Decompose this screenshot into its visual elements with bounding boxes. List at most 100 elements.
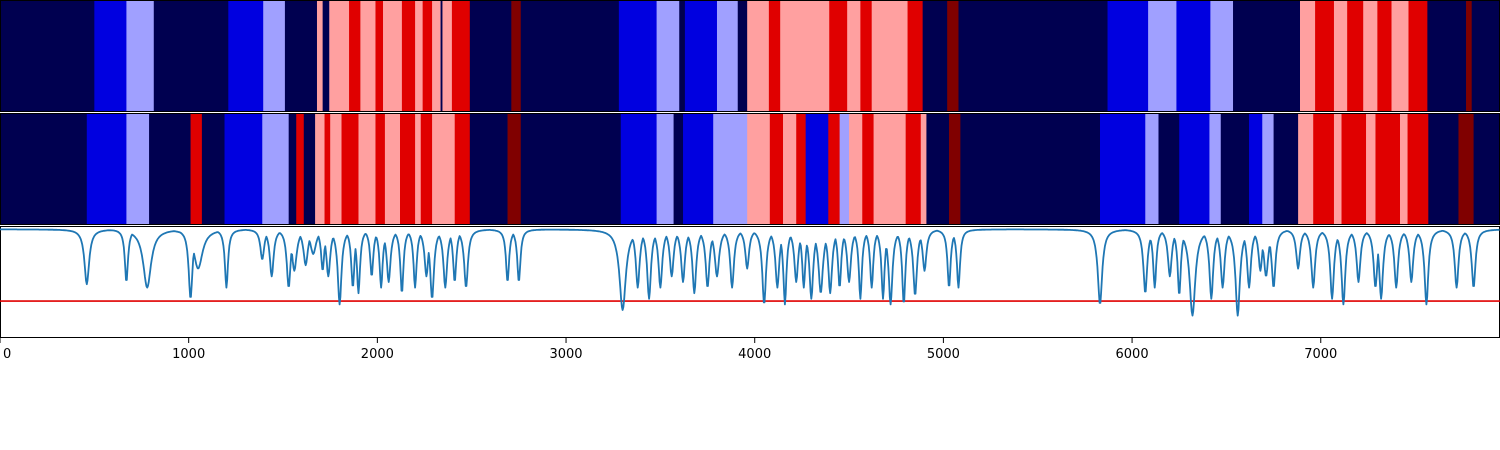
segment-1-32 — [769, 113, 784, 225]
segment-0-38 — [922, 0, 948, 112]
segment-0-52 — [1391, 0, 1409, 112]
segment-1-64 — [1458, 113, 1474, 225]
segment-0-27 — [684, 0, 718, 112]
segment-0-8 — [322, 0, 330, 112]
segment-1-51 — [1220, 113, 1250, 225]
segment-1-46 — [1100, 113, 1146, 225]
segment-1-31 — [747, 113, 771, 225]
segment-0-34 — [847, 0, 861, 112]
segment-0-15 — [415, 0, 424, 112]
segment-1-36 — [828, 113, 841, 225]
segment-1-24 — [507, 113, 522, 225]
segment-1-10 — [303, 113, 316, 225]
x-tick-label: 1000 — [172, 347, 205, 362]
segment-1-15 — [358, 113, 376, 225]
segment-1-29 — [683, 113, 714, 225]
segment-1-40 — [873, 113, 907, 225]
segment-0-40 — [958, 0, 1108, 112]
segment-1-39 — [862, 113, 874, 225]
segment-1-50 — [1209, 113, 1222, 225]
segment-1-48 — [1158, 113, 1180, 225]
x-axis: 0 1000 2000 3000 4000 5000 6000 7000 — [0, 338, 1337, 362]
x-tick-label: 4000 — [738, 347, 771, 362]
segment-0-47 — [1315, 0, 1335, 112]
segment-0-42 — [1148, 0, 1177, 112]
segment-0-29 — [737, 0, 748, 112]
segment-1-65 — [1473, 113, 1500, 225]
segment-0-16 — [422, 0, 433, 112]
segment-0-35 — [860, 0, 873, 112]
segment-1-34 — [796, 113, 807, 225]
segment-0-17 — [432, 0, 441, 112]
segment-0-46 — [1300, 0, 1316, 112]
segment-1-11 — [315, 113, 325, 225]
segment-1-35 — [805, 113, 829, 225]
x-tick-label: 3000 — [549, 347, 582, 362]
segment-1-37 — [839, 113, 850, 225]
segment-0-13 — [383, 0, 403, 112]
segment-0-18 — [440, 0, 443, 112]
segment-0-31 — [768, 0, 781, 112]
segment-0-4 — [228, 0, 264, 112]
segment-0-19 — [442, 0, 453, 112]
segment-1-59 — [1366, 113, 1376, 225]
segment-0-11 — [360, 0, 376, 112]
segment-0-32 — [780, 0, 830, 112]
segment-0-7 — [316, 0, 324, 112]
segment-1-13 — [330, 113, 342, 225]
segment-1-3 — [149, 113, 191, 225]
segment-0-24 — [618, 0, 658, 112]
segment-0-23 — [520, 0, 620, 112]
segment-1-41 — [905, 113, 922, 225]
segment-1-55 — [1298, 113, 1314, 225]
segment-1-52 — [1249, 113, 1263, 225]
segment-0-50 — [1363, 0, 1378, 112]
segment-1-21 — [432, 113, 456, 225]
segment-0-6 — [284, 0, 318, 112]
segment-1-23 — [469, 113, 508, 225]
segment-1-57 — [1333, 113, 1342, 225]
segment-0-25 — [656, 0, 680, 112]
segment-0-36 — [871, 0, 908, 112]
x-tick-label: 6000 — [1116, 347, 1149, 362]
segment-0-26 — [679, 0, 686, 112]
segment-1-12 — [324, 113, 331, 225]
segment-0-2 — [126, 0, 155, 112]
segmentation-track-bottom — [0, 113, 1500, 225]
segment-1-58 — [1341, 113, 1367, 225]
segment-1-26 — [620, 113, 658, 225]
segment-0-12 — [375, 0, 384, 112]
segment-1-18 — [400, 113, 416, 225]
segment-1-54 — [1273, 113, 1299, 225]
segment-0-55 — [1466, 0, 1473, 112]
segment-0-37 — [907, 0, 924, 112]
segment-1-61 — [1400, 113, 1408, 225]
segment-0-39 — [947, 0, 959, 112]
segment-1-16 — [375, 113, 386, 225]
segment-1-47 — [1145, 113, 1159, 225]
segment-0-21 — [469, 0, 512, 112]
segment-0-53 — [1408, 0, 1428, 112]
series-line — [0, 228, 1500, 317]
segment-1-22 — [454, 113, 471, 225]
segment-1-2 — [126, 113, 150, 225]
segment-1-28 — [673, 113, 684, 225]
segment-0-1 — [94, 0, 127, 112]
segment-1-63 — [1428, 113, 1459, 225]
segment-1-62 — [1407, 113, 1429, 225]
segment-0-33 — [829, 0, 848, 112]
segment-1-19 — [415, 113, 422, 225]
segment-1-8 — [288, 113, 297, 225]
segment-0-0 — [0, 0, 95, 112]
segment-0-30 — [747, 0, 770, 112]
segment-1-0 — [0, 113, 88, 225]
segment-1-1 — [86, 113, 127, 225]
segment-1-17 — [384, 113, 401, 225]
segment-1-43 — [926, 113, 950, 225]
segment-0-51 — [1377, 0, 1392, 112]
x-tick-label: 0 — [3, 347, 11, 362]
segment-1-20 — [420, 113, 433, 225]
segment-0-22 — [511, 0, 522, 112]
segment-0-45 — [1233, 0, 1301, 112]
